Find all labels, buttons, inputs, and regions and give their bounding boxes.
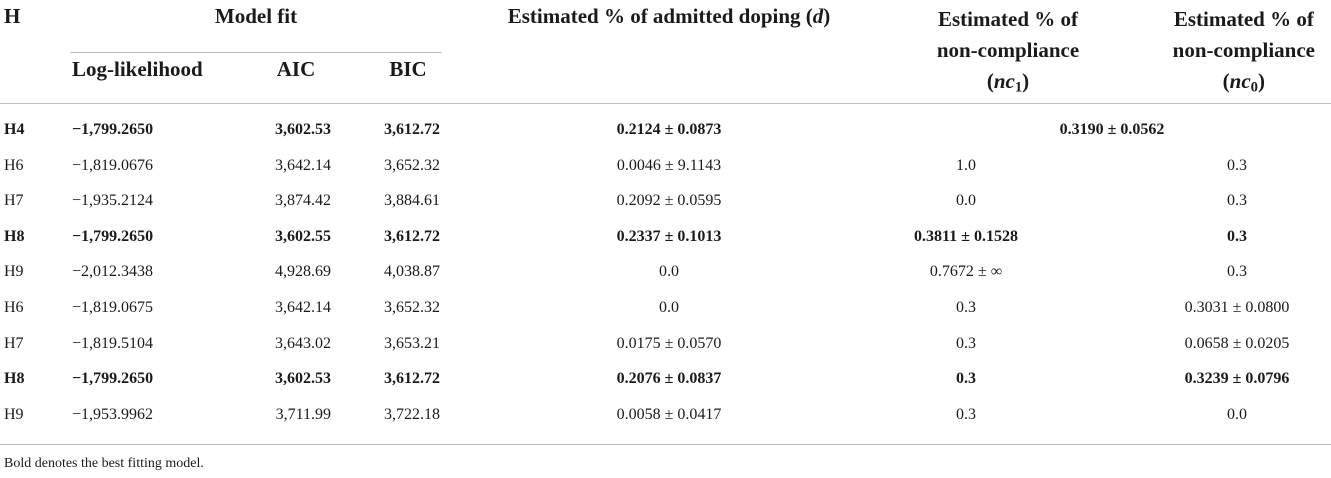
- cell-loglik: −1,819.0676: [72, 156, 154, 174]
- cell-nc1: 0.3: [956, 370, 976, 388]
- cell-bic: 3,612.72: [384, 370, 440, 388]
- cell-bic: 3,884.61: [384, 192, 440, 210]
- cell-loglik: −1,935.2124: [72, 192, 154, 210]
- cell-nc1: 0.3: [956, 334, 976, 352]
- header-rule: [0, 103, 1331, 104]
- cell-aic: 3,643.02: [275, 334, 331, 352]
- header-admitted-doping: Estimated % of admitted doping (d): [507, 4, 831, 28]
- cell-loglik: −1,799.2650: [72, 227, 154, 245]
- cell-admitted: 0.0058 ± 0.0417: [616, 405, 722, 423]
- cell-nc1: 1.0: [956, 156, 976, 174]
- cell-loglik: −1,819.0675: [72, 299, 154, 316]
- cell-aic: 3,602.53: [275, 370, 331, 388]
- cell-aic: 3,874.42: [275, 192, 331, 210]
- cell-nc0: 0.3: [1227, 227, 1247, 245]
- cell-nc0: 0.3031 ± 0.0800: [1184, 299, 1290, 316]
- cell-aic: 3,602.55: [275, 227, 331, 245]
- header-nc0: Estimated % of non-compliance (nc0): [1172, 7, 1315, 96]
- header-aic: AIC: [276, 57, 316, 81]
- cell-admitted: 0.2337 ± 0.1013: [616, 227, 722, 245]
- cell-admitted: 0.2076 ± 0.0837: [616, 370, 722, 388]
- cell-loglik: −1,953.9962: [72, 405, 154, 423]
- cell-bic: 4,038.87: [384, 263, 440, 281]
- cell-h: H9: [4, 263, 24, 281]
- cell-nc1: 0.7672 ± ∞: [929, 263, 1003, 281]
- cell-bic: 3,612.72: [384, 121, 440, 138]
- cell-nc1: 0.3: [956, 299, 976, 316]
- cell-nc1: 0.3: [956, 405, 976, 423]
- cell-nc0: 0.3: [1227, 263, 1247, 281]
- model-fit-underline: [70, 52, 442, 53]
- header-nc1: Estimated % of non-compliance (nc1): [936, 7, 1080, 96]
- cell-loglik: −2,012.3438: [72, 263, 154, 281]
- cell-admitted: 0.0175 ± 0.0570: [616, 334, 722, 352]
- header-h: H: [4, 4, 21, 28]
- cell-nc1: 0.0: [956, 192, 976, 210]
- cell-admitted: 0.0046 ± 9.1143: [616, 156, 722, 174]
- footnote: Bold denotes the best fitting model.: [4, 456, 204, 471]
- cell-nc0: 0.0658 ± 0.0205: [1184, 334, 1290, 352]
- cell-nc0: 0.3: [1227, 156, 1247, 174]
- cell-loglik: −1,799.2650: [72, 121, 154, 138]
- bottom-rule: [0, 444, 1331, 445]
- cell-h: H6: [4, 156, 24, 174]
- cell-h: H4: [4, 121, 25, 138]
- cell-bic: 3,653.21: [384, 334, 440, 352]
- cell-h: H8: [4, 370, 25, 388]
- header-model-fit: Model fit: [214, 4, 298, 28]
- cell-bic: 3,722.18: [384, 405, 440, 423]
- cell-nc0: 0.3239 ± 0.0796: [1184, 370, 1290, 388]
- cell-nc0: 0.0: [1227, 405, 1247, 423]
- cell-h: H7: [4, 334, 24, 352]
- cell-nc1: 0.3811 ± 0.1528: [914, 227, 1018, 245]
- cell-aic: 4,928.69: [275, 263, 331, 281]
- cell-admitted: 0.0: [659, 263, 679, 281]
- cell-admitted: 0.2092 ± 0.0595: [616, 192, 722, 210]
- cell-admitted: 0.0: [659, 299, 679, 316]
- cell-aic: 3,602.53: [275, 121, 331, 138]
- cell-bic: 3,612.72: [384, 227, 440, 245]
- cell-loglik: −1,819.5104: [72, 334, 154, 352]
- header-loglik: Log-likelihood: [72, 57, 203, 81]
- cell-h: H6: [4, 299, 24, 316]
- cell-h: H7: [4, 192, 24, 210]
- cell-bic: 3,652.32: [384, 156, 440, 174]
- cell-loglik: −1,799.2650: [72, 370, 154, 388]
- cell-aic: 3,711.99: [275, 405, 331, 423]
- cell-nc-merged: 0.3190 ± 0.0562: [1059, 121, 1165, 138]
- cell-h: H9: [4, 405, 24, 423]
- cell-aic: 3,642.14: [275, 299, 331, 316]
- cell-nc0: 0.3: [1227, 192, 1247, 210]
- cell-h: H8: [4, 227, 25, 245]
- cell-aic: 3,642.14: [275, 156, 331, 174]
- cell-bic: 3,652.32: [384, 299, 440, 316]
- header-bic: BIC: [389, 57, 427, 81]
- cell-admitted: 0.2124 ± 0.0873: [616, 121, 722, 138]
